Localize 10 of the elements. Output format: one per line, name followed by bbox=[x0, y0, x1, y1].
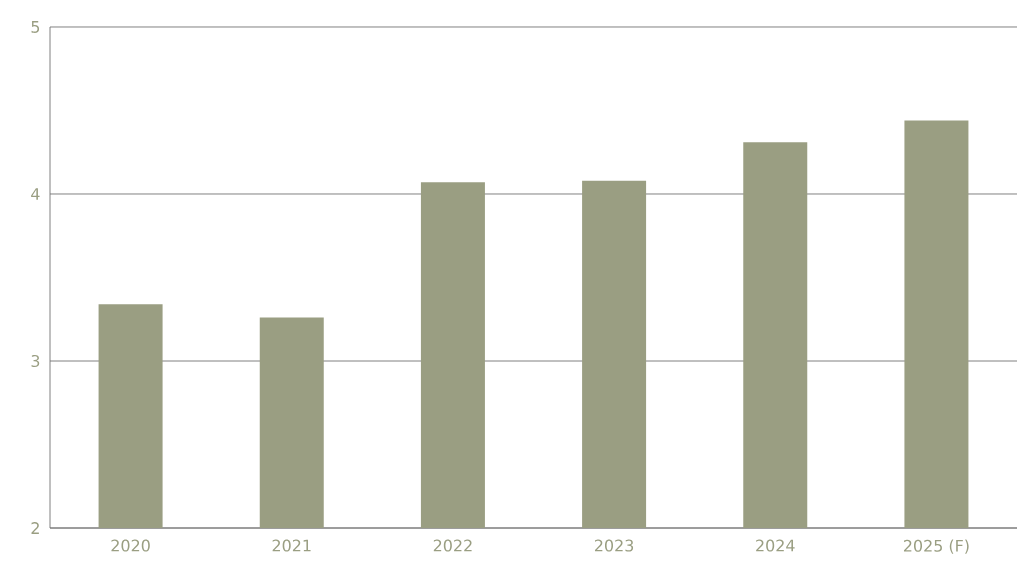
x-tick-label: 2022 bbox=[433, 539, 472, 552]
x-tick-label: 2021 bbox=[272, 539, 311, 552]
y-tick-label: 5 bbox=[31, 21, 40, 33]
y-tick-label: 3 bbox=[31, 354, 40, 368]
x-tick-label: 2024 bbox=[756, 539, 795, 552]
x-tick-label: 2025 (F) bbox=[903, 539, 969, 554]
x-tick-label: 2023 bbox=[594, 539, 634, 552]
y-tick-label: 4 bbox=[31, 188, 40, 200]
y-tick-label: 2 bbox=[31, 522, 39, 534]
x-tick-label: 2020 bbox=[111, 539, 150, 552]
